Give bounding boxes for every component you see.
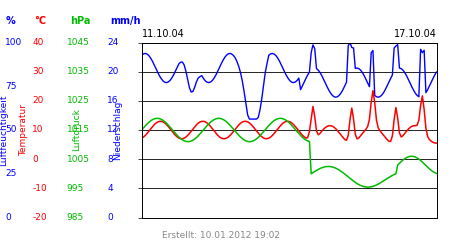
Text: 985: 985: [67, 213, 84, 222]
Text: Erstellt: 10.01.2012 19:02: Erstellt: 10.01.2012 19:02: [162, 231, 280, 240]
Text: -10: -10: [32, 184, 47, 193]
Text: 1005: 1005: [67, 155, 90, 164]
Text: mm/h: mm/h: [110, 16, 141, 26]
Text: 1015: 1015: [67, 126, 90, 134]
Text: 8: 8: [107, 155, 113, 164]
Text: 1035: 1035: [67, 67, 90, 76]
Text: 12: 12: [107, 126, 118, 134]
Text: 0: 0: [107, 213, 113, 222]
Text: -20: -20: [32, 213, 47, 222]
Text: 10: 10: [32, 126, 44, 134]
Text: 40: 40: [32, 38, 44, 47]
Text: hPa: hPa: [70, 16, 90, 26]
Text: Niederschlag: Niederschlag: [113, 100, 122, 160]
Text: 1025: 1025: [67, 96, 90, 105]
Text: 25: 25: [5, 169, 17, 178]
Text: Luftfeuchtigkeit: Luftfeuchtigkeit: [0, 94, 8, 166]
Text: 0: 0: [32, 155, 38, 164]
Text: 17.10.04: 17.10.04: [394, 29, 436, 39]
Text: 1045: 1045: [67, 38, 90, 47]
Text: 4: 4: [107, 184, 112, 193]
Text: 0: 0: [5, 213, 11, 222]
Text: °C: °C: [34, 16, 46, 26]
Text: 24: 24: [107, 38, 118, 47]
Text: 995: 995: [67, 184, 84, 193]
Text: 20: 20: [107, 67, 118, 76]
Text: 75: 75: [5, 82, 17, 91]
Text: 30: 30: [32, 67, 44, 76]
Text: %: %: [5, 16, 15, 26]
Text: 20: 20: [32, 96, 44, 105]
Text: 11.10.04: 11.10.04: [142, 29, 184, 39]
Text: 100: 100: [5, 38, 22, 47]
Text: Luftdruck: Luftdruck: [72, 108, 81, 152]
Text: Temperatur: Temperatur: [19, 104, 28, 156]
Text: 50: 50: [5, 126, 17, 134]
Text: 16: 16: [107, 96, 119, 105]
